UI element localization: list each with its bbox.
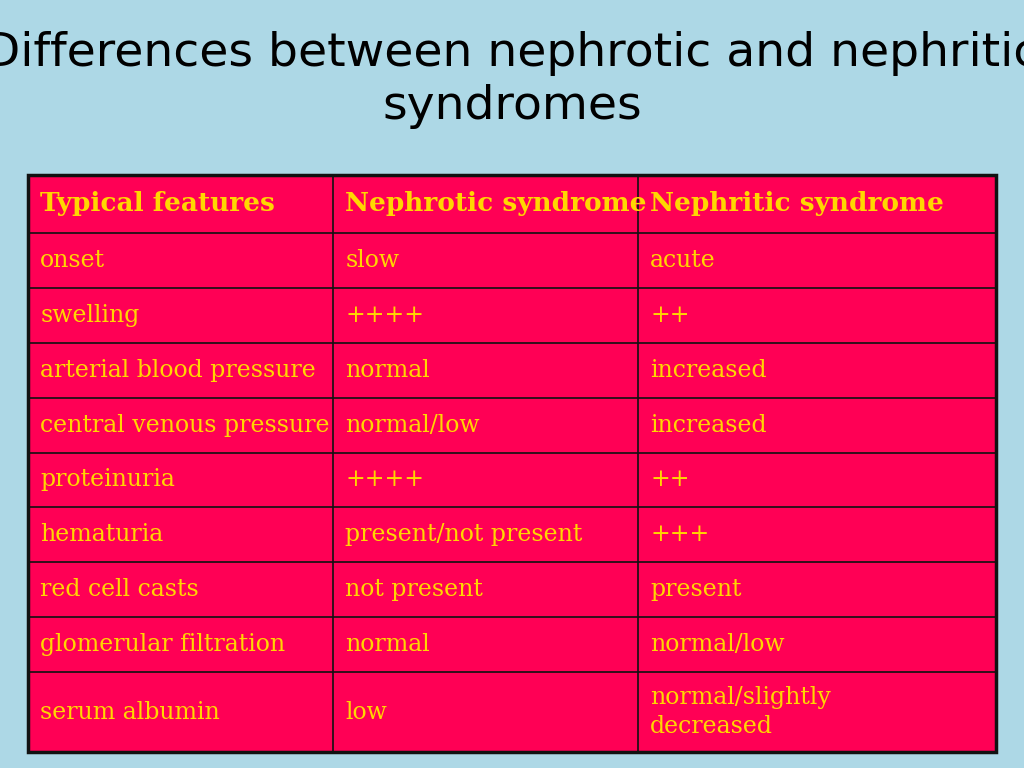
Text: Nephrotic syndrome: Nephrotic syndrome — [345, 191, 647, 217]
Text: normal/slightly
decreased: normal/slightly decreased — [650, 687, 831, 738]
Text: +++: +++ — [650, 523, 710, 546]
Text: Nephritic syndrome: Nephritic syndrome — [650, 191, 944, 217]
Text: glomerular filtration: glomerular filtration — [40, 633, 286, 656]
Text: arterial blood pressure: arterial blood pressure — [40, 359, 316, 382]
Text: normal: normal — [345, 633, 430, 656]
Text: hematuria: hematuria — [40, 523, 164, 546]
Text: Typical features: Typical features — [40, 191, 275, 217]
Text: not present: not present — [345, 578, 483, 601]
Text: ++: ++ — [650, 468, 689, 492]
Bar — [28, 175, 996, 752]
Text: proteinuria: proteinuria — [40, 468, 175, 492]
Text: Differences between nephrotic and nephritic
syndromes: Differences between nephrotic and nephri… — [0, 31, 1024, 129]
Text: ++: ++ — [650, 304, 689, 326]
Text: present: present — [650, 578, 741, 601]
Text: central venous pressure: central venous pressure — [40, 413, 330, 436]
Text: serum albumin: serum albumin — [40, 700, 220, 723]
Text: normal/low: normal/low — [650, 633, 784, 656]
Text: slow: slow — [345, 249, 399, 272]
Text: present/not present: present/not present — [345, 523, 583, 546]
Text: red cell casts: red cell casts — [40, 578, 199, 601]
Text: ++++: ++++ — [345, 468, 424, 492]
Text: normal: normal — [345, 359, 430, 382]
Text: increased: increased — [650, 359, 767, 382]
Text: ++++: ++++ — [345, 304, 424, 326]
Text: normal/low: normal/low — [345, 413, 480, 436]
Text: increased: increased — [650, 413, 767, 436]
Text: acute: acute — [650, 249, 716, 272]
Text: onset: onset — [40, 249, 105, 272]
Bar — [28, 175, 996, 752]
Text: low: low — [345, 700, 387, 723]
Text: swelling: swelling — [40, 304, 139, 326]
